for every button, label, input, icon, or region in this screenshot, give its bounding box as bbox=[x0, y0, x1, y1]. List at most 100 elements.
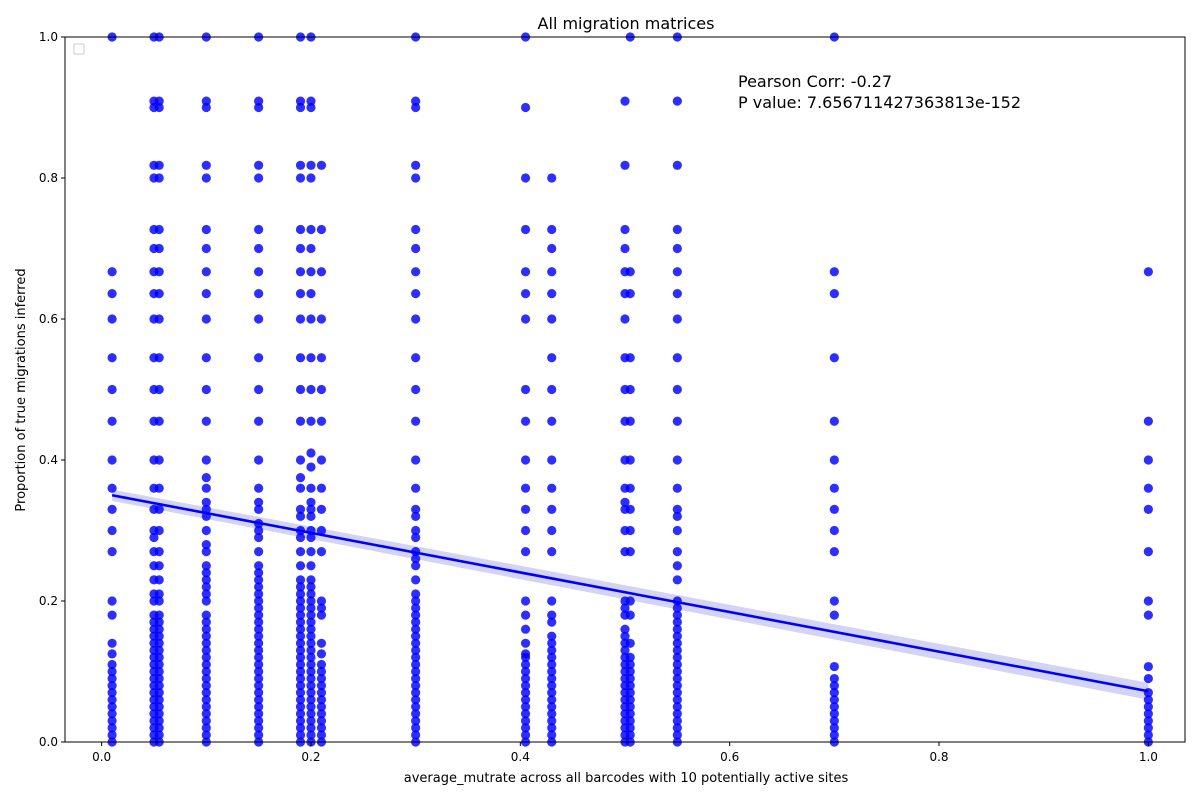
scatter-point bbox=[625, 353, 635, 363]
scatter-point bbox=[201, 709, 211, 719]
scatter-point bbox=[201, 716, 211, 726]
scatter-point bbox=[154, 561, 164, 571]
scatter-point bbox=[520, 610, 531, 620]
scatter-point bbox=[254, 497, 264, 507]
scatter-point bbox=[620, 497, 630, 507]
scatter-point bbox=[829, 504, 839, 514]
scatter-point bbox=[547, 224, 557, 235]
chart-title: All migration matrices bbox=[538, 14, 715, 33]
scatter-point bbox=[520, 547, 531, 557]
scatter-point bbox=[201, 314, 211, 324]
scatter-point bbox=[154, 547, 164, 557]
scatter-point bbox=[829, 661, 839, 672]
scatter-point bbox=[295, 610, 306, 620]
scatter-point bbox=[306, 483, 316, 493]
scatter-point bbox=[620, 160, 630, 170]
scatter-point bbox=[154, 483, 164, 493]
scatter-point bbox=[201, 416, 211, 426]
scatter-point bbox=[672, 384, 682, 395]
scatter-point bbox=[295, 473, 306, 483]
scatter-point bbox=[316, 681, 327, 691]
scatter-point bbox=[672, 688, 682, 698]
scatter-point bbox=[520, 102, 531, 113]
scatter-point bbox=[201, 455, 211, 465]
scatter-point bbox=[201, 617, 211, 627]
scatter-point bbox=[306, 695, 316, 705]
scatter-point bbox=[625, 702, 635, 712]
scatter-point bbox=[1143, 716, 1153, 726]
scatter-point bbox=[316, 673, 327, 684]
scatter-point bbox=[254, 610, 264, 620]
scatter-point bbox=[295, 224, 306, 235]
scatter-point bbox=[547, 666, 557, 677]
scatter-point bbox=[411, 688, 421, 698]
scatter-point bbox=[107, 384, 117, 395]
scatter-point bbox=[672, 511, 682, 521]
scatter-point bbox=[306, 384, 316, 395]
scatter-point bbox=[672, 638, 682, 648]
scatter-point bbox=[201, 631, 211, 641]
scatter-point bbox=[201, 596, 211, 606]
scatter-point bbox=[547, 631, 557, 641]
scatter-point bbox=[107, 702, 117, 712]
scatter-point bbox=[201, 568, 211, 578]
scatter-point bbox=[547, 638, 557, 648]
y-tick-label: 0.0 bbox=[39, 735, 58, 749]
scatter-point bbox=[306, 666, 316, 677]
scatter-point bbox=[411, 561, 421, 571]
scatter-point bbox=[547, 353, 557, 363]
scatter-point bbox=[154, 645, 164, 655]
scatter-point bbox=[201, 659, 211, 670]
scatter-point bbox=[254, 659, 264, 670]
scatter-point bbox=[306, 504, 316, 514]
scatter-point bbox=[316, 716, 327, 726]
scatter-point bbox=[672, 624, 682, 634]
scatter-point bbox=[411, 603, 421, 613]
scatter-point bbox=[254, 289, 264, 299]
scatter-point bbox=[306, 160, 316, 170]
scatter-point bbox=[672, 723, 682, 733]
scatter-point bbox=[107, 483, 117, 493]
scatter-point bbox=[154, 504, 164, 514]
scatter-point bbox=[520, 504, 531, 514]
scatter-point bbox=[520, 716, 531, 726]
scatter-point bbox=[520, 673, 531, 684]
scatter-point bbox=[411, 384, 421, 395]
scatter-point bbox=[306, 624, 316, 634]
scatter-point bbox=[411, 455, 421, 465]
scatter-point bbox=[254, 709, 264, 719]
scatter-point bbox=[295, 416, 306, 426]
scatter-point bbox=[107, 709, 117, 719]
scatter-point bbox=[295, 532, 306, 543]
scatter-point bbox=[829, 723, 839, 733]
scatter-point bbox=[295, 561, 306, 571]
scatter-point bbox=[625, 695, 635, 705]
scatter-point bbox=[154, 267, 164, 277]
scatter-point bbox=[154, 624, 164, 634]
scatter-point bbox=[154, 525, 164, 536]
scatter-point bbox=[411, 353, 421, 363]
scatter-point bbox=[306, 702, 316, 712]
scatter-point bbox=[411, 716, 421, 726]
scatter-point bbox=[201, 483, 211, 493]
scatter-point bbox=[306, 289, 316, 299]
scatter-point bbox=[411, 483, 421, 493]
scatter-point bbox=[154, 160, 164, 170]
scatter-point bbox=[201, 473, 211, 483]
scatter-point bbox=[154, 224, 164, 235]
scatter-point bbox=[201, 96, 211, 106]
scatter-point bbox=[672, 659, 682, 670]
scatter-point bbox=[829, 695, 839, 705]
scatter-point bbox=[625, 384, 635, 395]
scatter-point bbox=[411, 673, 421, 684]
scatter-point bbox=[306, 610, 316, 620]
scatter-point bbox=[547, 659, 557, 670]
scatter-point bbox=[254, 695, 264, 705]
scatter-point bbox=[520, 384, 531, 395]
scatter-point bbox=[306, 723, 316, 733]
scatter-point bbox=[295, 243, 306, 254]
scatter-point bbox=[107, 716, 117, 726]
scatter-point bbox=[306, 631, 316, 641]
scatter-point bbox=[520, 289, 531, 299]
scatter-point bbox=[625, 681, 635, 691]
